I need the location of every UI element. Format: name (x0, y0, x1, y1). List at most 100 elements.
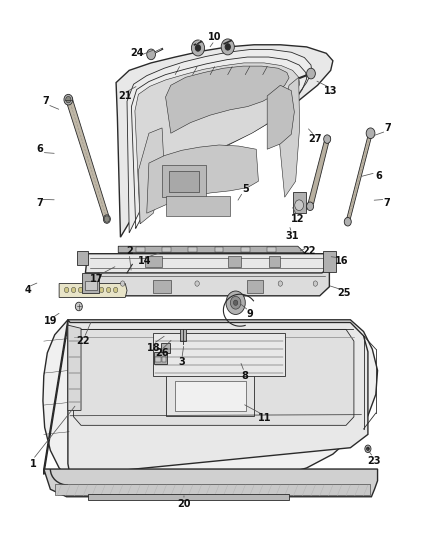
Bar (136, 247, 145, 252)
Text: 6: 6 (375, 171, 382, 181)
Circle shape (324, 135, 331, 143)
Text: 7: 7 (383, 198, 390, 207)
Text: 7: 7 (42, 96, 49, 106)
Text: 10: 10 (208, 33, 221, 42)
Bar (82, 273, 99, 293)
Circle shape (226, 291, 245, 314)
Bar (88, 494, 289, 500)
Circle shape (367, 447, 369, 450)
Bar (161, 343, 170, 353)
Text: 22: 22 (302, 246, 315, 255)
Circle shape (191, 40, 205, 56)
Bar (154, 352, 167, 364)
Circle shape (307, 202, 314, 211)
Bar (293, 192, 306, 213)
Polygon shape (147, 145, 258, 213)
Bar (215, 247, 223, 252)
Polygon shape (307, 136, 330, 209)
Text: 12: 12 (291, 214, 304, 223)
Text: 26: 26 (155, 349, 169, 358)
Polygon shape (345, 130, 373, 225)
Bar (162, 247, 171, 252)
Circle shape (225, 44, 230, 50)
Text: 18: 18 (146, 343, 160, 352)
Circle shape (85, 287, 90, 293)
Polygon shape (166, 373, 254, 416)
Bar (55, 484, 370, 495)
Bar (155, 357, 161, 362)
Circle shape (221, 39, 234, 55)
Circle shape (295, 200, 304, 211)
Polygon shape (118, 246, 304, 253)
Bar (169, 171, 199, 192)
Text: 21: 21 (118, 91, 131, 101)
Circle shape (278, 281, 283, 286)
Circle shape (71, 287, 76, 293)
Bar (247, 280, 263, 293)
Bar (269, 256, 280, 266)
Polygon shape (74, 329, 354, 425)
Circle shape (147, 49, 155, 60)
Polygon shape (127, 50, 312, 233)
Text: 7: 7 (384, 123, 391, 133)
Bar (153, 280, 171, 293)
Text: 6: 6 (36, 144, 43, 154)
Circle shape (78, 287, 83, 293)
Polygon shape (116, 45, 333, 237)
Bar (188, 247, 197, 252)
Circle shape (104, 216, 110, 222)
Bar (162, 165, 206, 197)
Circle shape (113, 287, 118, 293)
Text: 8: 8 (242, 371, 249, 381)
Text: 31: 31 (286, 231, 299, 241)
Polygon shape (67, 97, 109, 223)
Bar (241, 247, 250, 252)
Polygon shape (96, 269, 329, 296)
Text: 19: 19 (44, 317, 57, 326)
Circle shape (92, 287, 97, 293)
Bar (77, 251, 88, 265)
Circle shape (365, 445, 371, 453)
Text: 13: 13 (324, 86, 337, 95)
Polygon shape (85, 254, 333, 273)
Circle shape (64, 287, 69, 293)
Text: 3: 3 (178, 358, 185, 367)
Bar (180, 329, 186, 341)
Text: 2: 2 (126, 246, 133, 255)
Bar (166, 196, 230, 216)
Bar (85, 281, 97, 290)
Circle shape (313, 281, 318, 286)
Bar (323, 251, 336, 272)
Text: 1: 1 (29, 459, 36, 469)
Circle shape (106, 287, 111, 293)
Bar (145, 256, 162, 266)
Polygon shape (44, 320, 68, 474)
Polygon shape (68, 325, 81, 410)
Text: 20: 20 (177, 499, 191, 508)
Text: 24: 24 (130, 49, 143, 58)
Text: 27: 27 (309, 134, 322, 143)
Circle shape (64, 94, 73, 105)
Text: 25: 25 (337, 288, 350, 298)
Circle shape (195, 281, 199, 286)
Circle shape (366, 128, 375, 139)
Polygon shape (43, 320, 378, 480)
Circle shape (344, 217, 351, 226)
Polygon shape (267, 85, 294, 149)
Text: 9: 9 (246, 310, 253, 319)
Polygon shape (135, 63, 300, 224)
Polygon shape (59, 284, 127, 297)
Text: 5: 5 (242, 184, 249, 194)
Text: 17: 17 (90, 274, 103, 284)
Polygon shape (138, 128, 164, 224)
Text: 22: 22 (77, 336, 90, 346)
Bar (162, 357, 166, 362)
Text: 7: 7 (36, 198, 43, 207)
Circle shape (230, 296, 241, 309)
Circle shape (66, 96, 71, 103)
Circle shape (120, 281, 125, 286)
Text: 4: 4 (25, 286, 32, 295)
Circle shape (103, 215, 110, 223)
Bar (267, 247, 276, 252)
Polygon shape (44, 469, 378, 497)
